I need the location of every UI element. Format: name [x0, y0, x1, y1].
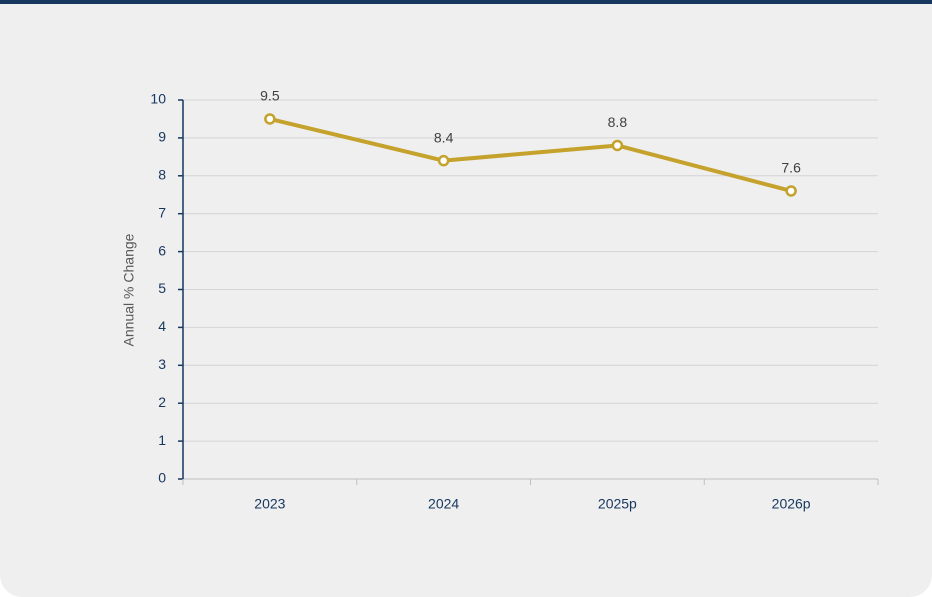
x-tick-label: 2023 — [254, 496, 285, 512]
y-tick-label: 5 — [158, 280, 166, 296]
x-tick-label: 2024 — [428, 496, 459, 512]
x-tick-label: 2025p — [598, 496, 637, 512]
point — [264, 113, 276, 125]
data-label: 8.8 — [608, 114, 628, 130]
point — [437, 154, 450, 167]
data-label: 8.4 — [434, 129, 454, 145]
y-tick-label: 8 — [158, 167, 166, 183]
data-label: 9.5 — [260, 88, 280, 104]
y-tick-label: 0 — [158, 470, 166, 486]
series-line — [269, 117, 792, 193]
y-tick-label: 9 — [158, 129, 166, 145]
y-tick-label: 7 — [158, 204, 166, 220]
point — [611, 139, 624, 152]
y-tick-label: 4 — [158, 318, 166, 334]
y-tick-label: 3 — [158, 356, 166, 372]
point — [785, 185, 797, 197]
data-label: 7.6 — [781, 160, 801, 176]
y-tick-label: 10 — [150, 91, 166, 107]
y-tick-label: 1 — [158, 432, 166, 448]
x-tick-label: 2026p — [772, 496, 811, 512]
y-axis-label: Annual % Change — [121, 233, 137, 346]
y-tick-label: 2 — [158, 394, 166, 410]
y-tick-label: 6 — [158, 242, 166, 258]
